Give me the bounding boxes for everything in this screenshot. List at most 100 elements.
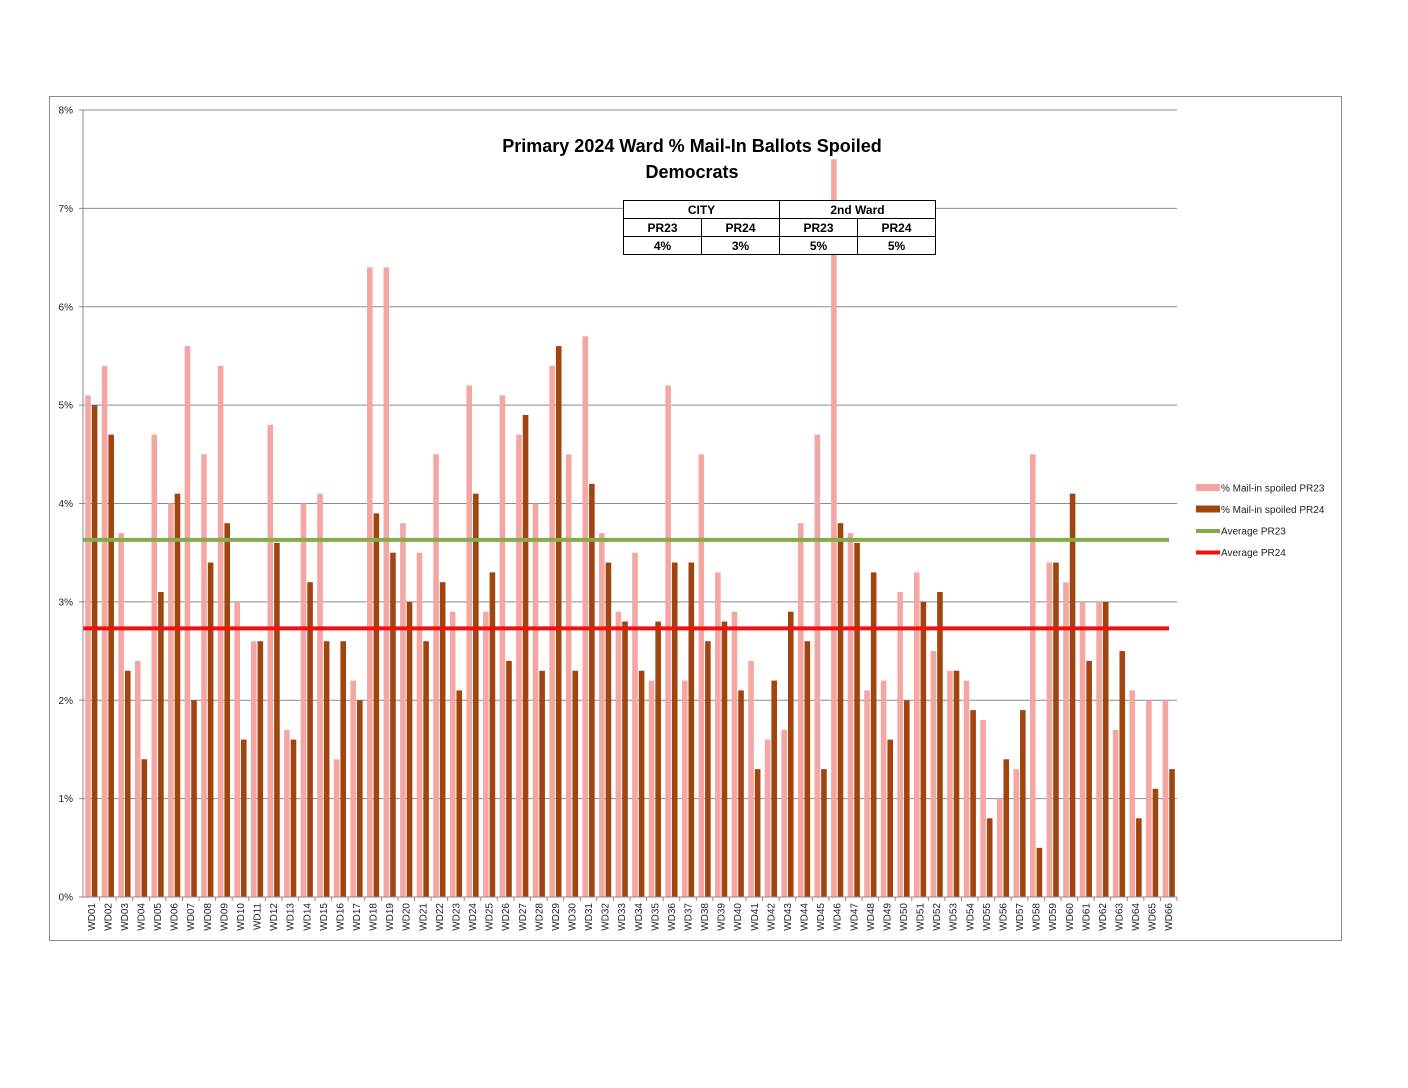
bar-pr23 <box>483 611 489 897</box>
summary-header: PR24 <box>857 218 936 237</box>
y-tick-label: 6% <box>59 302 74 313</box>
bar-pr23 <box>1162 700 1169 897</box>
bar-pr23 <box>516 434 522 897</box>
summary-header: PR24 <box>701 218 780 237</box>
bar-pr23 <box>980 719 986 897</box>
bar-pr24 <box>489 572 496 897</box>
x-tick-label: WD39 <box>717 903 728 931</box>
bar-pr23 <box>897 592 903 897</box>
bar-pr24 <box>456 690 463 897</box>
x-tick-label: WD27 <box>518 903 529 931</box>
bar-pr23 <box>134 660 141 897</box>
bar-pr24 <box>705 641 711 897</box>
y-tick-label: 0% <box>59 893 74 904</box>
x-tick-label: WD53 <box>949 903 960 931</box>
bar-pr24 <box>240 739 247 897</box>
bar-pr23 <box>118 533 124 897</box>
x-tick-label: WD14 <box>302 903 313 931</box>
x-tick-label: WD01 <box>87 903 98 931</box>
y-tick-label: 7% <box>59 204 74 215</box>
summary-value-row: 4% 3% 5% 5% <box>623 236 936 255</box>
bar-pr23 <box>85 395 91 897</box>
y-tick-label: 3% <box>59 597 74 608</box>
x-tick-label: WD07 <box>186 903 197 931</box>
bar-pr24 <box>1053 562 1059 897</box>
bar-pr24 <box>572 670 579 897</box>
x-tick-label: WD42 <box>766 903 777 931</box>
bar-pr23 <box>1096 601 1102 897</box>
x-tick-label: WD33 <box>617 903 628 931</box>
bar-pr23 <box>383 267 390 897</box>
bar-pr24 <box>257 641 264 897</box>
bar-pr23 <box>234 601 240 897</box>
bar-pr23 <box>1013 769 1020 897</box>
summary-header: PR23 <box>779 218 858 237</box>
bar-pr23 <box>449 611 456 897</box>
bar-pr23 <box>1112 729 1119 897</box>
bar-pr23 <box>168 503 174 897</box>
bar-pr24 <box>688 562 695 897</box>
bar-pr24 <box>555 346 562 898</box>
bar-pr23 <box>300 503 307 897</box>
x-tick-label: WD41 <box>750 903 761 931</box>
summary-group-city: CITY <box>623 200 780 219</box>
bar-pr23 <box>532 503 539 897</box>
x-tick-label: WD37 <box>684 903 695 931</box>
x-tick-label: WD08 <box>203 903 214 931</box>
x-tick-label: WD34 <box>634 903 645 931</box>
y-tick-label: 5% <box>59 401 74 412</box>
x-tick-label: WD55 <box>982 903 993 931</box>
bar-pr24 <box>473 493 479 897</box>
x-tick-label: WD09 <box>219 903 230 931</box>
bar-pr24 <box>1119 651 1126 897</box>
bar-pr24 <box>141 759 148 897</box>
legend: % Mail-in spoiled PR23 % Mail-in spoiled … <box>1196 484 1325 559</box>
bar-pr23 <box>549 365 555 897</box>
bar-pr23 <box>1046 562 1053 897</box>
x-tick-label: WD40 <box>733 903 744 931</box>
bar-pr23 <box>615 611 622 897</box>
summary-header: PR23 <box>623 218 702 237</box>
bar-pr24 <box>804 641 811 897</box>
bar-pr23 <box>831 159 837 897</box>
x-tick-label: WD56 <box>998 903 1009 931</box>
chart-subtitle: Democrats <box>645 162 738 182</box>
bar-pr23 <box>433 454 439 897</box>
y-tick-label: 2% <box>59 696 74 707</box>
bar-pr24 <box>787 611 794 897</box>
x-tick-label: WD35 <box>650 903 661 931</box>
x-tick-label: WD17 <box>352 903 363 931</box>
bar-pr24 <box>124 670 131 897</box>
x-tick-label: WD25 <box>485 903 496 931</box>
x-tick-label: WD60 <box>1065 903 1076 931</box>
x-tick-label: WD58 <box>1032 903 1043 931</box>
bar-pr24 <box>290 739 297 897</box>
bar-pr24 <box>638 670 645 897</box>
x-tick-label: WD59 <box>1048 903 1059 931</box>
bar-pr24 <box>887 739 894 897</box>
bar-pr24 <box>323 641 330 897</box>
bar-pr24 <box>307 582 313 897</box>
x-tick-label: WD15 <box>319 903 330 931</box>
bar-pr23 <box>764 739 771 897</box>
bar-pr24 <box>1069 493 1076 897</box>
bar-pr24 <box>108 434 114 897</box>
bar-pr23 <box>681 680 688 897</box>
bar-pr24 <box>721 621 728 897</box>
x-tick-label: WD43 <box>783 903 794 931</box>
summary-value: 4% <box>623 236 702 255</box>
x-tick-label: WD49 <box>882 903 893 931</box>
legend-label: Average PR23 <box>1221 527 1286 538</box>
legend-label: Average PR24 <box>1221 548 1286 559</box>
x-tick-label: WD45 <box>816 903 827 931</box>
bar-pr24 <box>738 690 744 897</box>
x-tick-label: WD04 <box>137 903 148 931</box>
x-tick-label: WD46 <box>833 903 844 931</box>
bar-pr23 <box>267 424 274 897</box>
summary-group-row: CITY 2nd Ward <box>623 200 936 219</box>
bar-pr23 <box>599 533 605 897</box>
x-tick-label: WD24 <box>468 903 479 931</box>
legend-swatch <box>1196 505 1220 513</box>
bar-pr24 <box>655 621 661 897</box>
